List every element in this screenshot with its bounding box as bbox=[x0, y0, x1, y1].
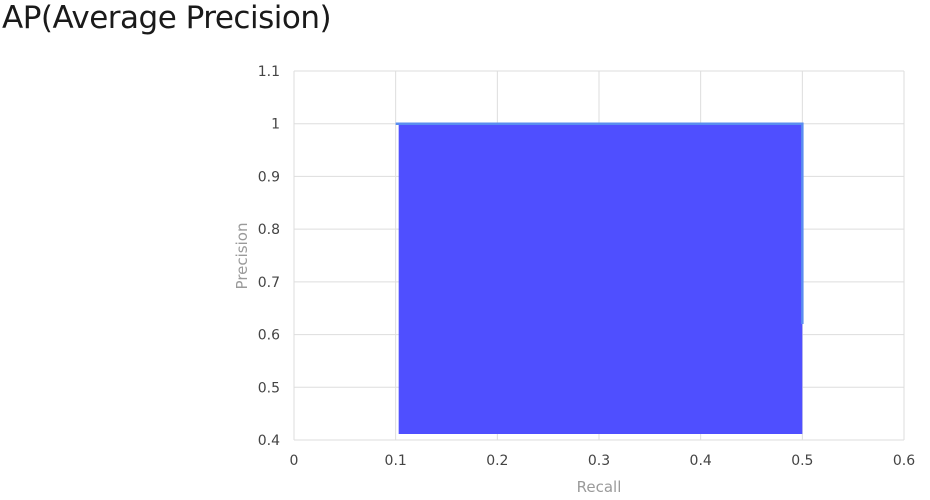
x-axis-label: Recall bbox=[577, 478, 622, 496]
x-tick-label: 0.2 bbox=[486, 453, 508, 469]
y-tick-labels: 0.4 0.5 0.6 0.7 0.8 0.9 1 1.1 bbox=[258, 64, 280, 449]
x-tick-label: 0.4 bbox=[690, 453, 712, 469]
area-fill bbox=[398, 123, 803, 434]
y-tick-label: 0.9 bbox=[258, 169, 280, 185]
x-tick-label: 0.6 bbox=[893, 453, 915, 469]
line-layer bbox=[395, 122, 804, 325]
y-axis-label: Precision bbox=[233, 223, 251, 290]
y-tick-label: 0.4 bbox=[258, 433, 280, 449]
y-tick-label: 0.5 bbox=[258, 380, 280, 396]
x-tick-label: 0.3 bbox=[588, 453, 610, 469]
area-layer bbox=[398, 123, 803, 434]
y-tick-label: 1 bbox=[271, 117, 280, 133]
page-title: AP(Average Precision) bbox=[2, 0, 332, 36]
x-tick-label: 0.1 bbox=[385, 453, 407, 469]
y-tick-label: 1.1 bbox=[258, 64, 280, 80]
x-tick-label: 0.5 bbox=[791, 453, 813, 469]
x-tick-label: 0 bbox=[290, 453, 299, 469]
y-tick-label: 0.8 bbox=[258, 222, 280, 238]
y-tick-label: 0.7 bbox=[258, 275, 280, 291]
x-tick-labels: 0 0.1 0.2 0.3 0.4 0.5 0.6 bbox=[290, 453, 916, 469]
y-tick-label: 0.6 bbox=[258, 328, 280, 344]
